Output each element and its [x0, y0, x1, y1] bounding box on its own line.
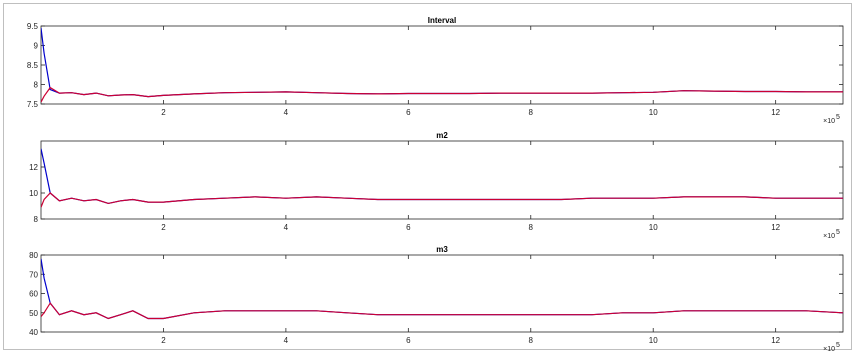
- x-exponent: 5: [836, 229, 840, 236]
- x-tick-label: 12: [771, 223, 780, 232]
- x-tick-label: 2: [161, 223, 166, 232]
- y-tick-label: 70: [29, 270, 38, 279]
- x-tick-label: 8: [529, 336, 534, 345]
- y-tick-label: 10: [29, 189, 38, 198]
- x-tick-label: 10: [649, 223, 658, 232]
- y-tick-label: 80: [29, 251, 38, 260]
- y-tick-label: 50: [29, 309, 38, 318]
- y-tick-label: 7.5: [27, 100, 39, 109]
- x-tick-label: 2: [161, 108, 166, 117]
- subplot-title: m3: [436, 245, 448, 254]
- x-tick-label: 10: [649, 108, 658, 117]
- y-tick-label: 9.5: [27, 22, 39, 31]
- x-tick-label: 10: [649, 336, 658, 345]
- x-tick-label: 4: [284, 108, 289, 117]
- x-tick-label: 2: [161, 336, 166, 345]
- x-tick-label: 8: [529, 223, 534, 232]
- y-tick-label: 8: [34, 81, 39, 90]
- y-tick-label: 60: [29, 290, 38, 299]
- subplot-title: Interval: [428, 16, 456, 25]
- x-tick-label: 8: [529, 108, 534, 117]
- subplot-title: m2: [436, 131, 448, 140]
- x-exponent: 5: [836, 342, 840, 349]
- x-tick-label: 6: [406, 108, 411, 117]
- y-tick-label: 8.5: [27, 61, 39, 70]
- x-tick-label: 4: [284, 223, 289, 232]
- series-line-2: [41, 192, 843, 208]
- subplot-1: Interval 7.5 8 8.5 9 9.5 2 4 6 8 10 12 ×105: [27, 16, 844, 125]
- series-line-2: [41, 86, 843, 103]
- series-line-2: [41, 302, 843, 320]
- x-tick-label: 6: [406, 336, 411, 345]
- x-exponent-label: ×10: [823, 233, 835, 240]
- subplot-2: m2 8 10 12 2 4 6 8 10 12 ×105: [29, 131, 844, 240]
- subplot-3: m3 40 50 60 70 80 2 4 6 8 10 12 ×105: [29, 245, 844, 353]
- x-tick-label: 6: [406, 223, 411, 232]
- x-exponent-label: ×10: [823, 346, 835, 353]
- figure-frame: [3, 3, 852, 350]
- y-tick-label: 9: [34, 42, 39, 51]
- x-exponent-label: ×10: [823, 118, 835, 125]
- axes-box: [40, 140, 844, 220]
- x-tick-label: 4: [284, 336, 289, 345]
- x-exponent: 5: [836, 114, 840, 121]
- x-tick-label: 12: [771, 108, 780, 117]
- y-tick-label: 12: [29, 163, 38, 172]
- axes-box: [40, 25, 844, 105]
- x-tick-label: 12: [771, 336, 780, 345]
- axes-box: [40, 254, 844, 333]
- y-tick-label: 8: [34, 215, 39, 224]
- y-tick-label: 40: [29, 328, 38, 337]
